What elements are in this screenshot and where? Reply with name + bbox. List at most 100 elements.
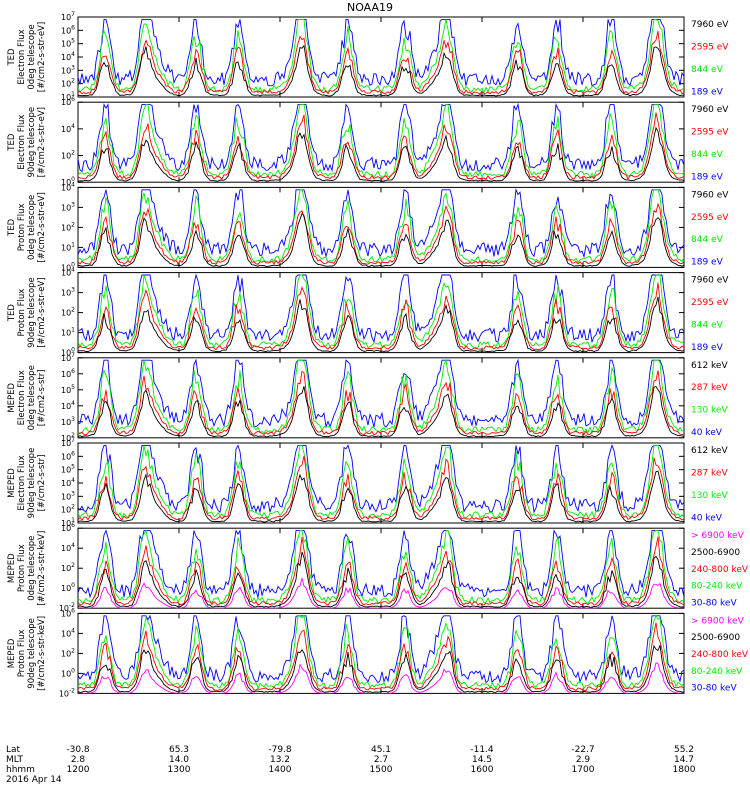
y-tick-label: 104 bbox=[61, 627, 75, 638]
legend-entry: 80-240 keV bbox=[691, 582, 743, 592]
panel-frame bbox=[77, 442, 685, 524]
plot-title: NOAA19 bbox=[347, 1, 393, 14]
plot-date: 2016 Apr 14 bbox=[6, 775, 62, 785]
legend-entry: 2595 eV bbox=[691, 298, 729, 308]
legend-entry: 612 keV bbox=[691, 446, 728, 456]
legend-entry: > 6900 keV bbox=[691, 531, 745, 541]
series-line-green bbox=[78, 529, 684, 605]
legend-entry: 287 keV bbox=[691, 468, 728, 478]
y-tick-label: 107 bbox=[61, 437, 75, 448]
y-tick-label: 102 bbox=[61, 647, 75, 658]
y-axis-label: TEDElectron Flux0deg telescope[#/cm2-s-s… bbox=[7, 22, 47, 92]
series-line-red bbox=[78, 536, 684, 606]
panel-6: 101 102 103 104 105 106 107 MEPEDElectron Flux9… bbox=[7, 437, 728, 528]
y-tick-label: 100 bbox=[61, 261, 75, 272]
panels: 101 102 103 104 105 106 107 TEDElectron Flux0de… bbox=[7, 11, 749, 698]
legend-entry: 7960 eV bbox=[691, 190, 729, 200]
y-axis-label: TEDProton Flux0deg telescope[#/cm2-s-str… bbox=[7, 192, 47, 262]
y-tick-label: 106 bbox=[61, 96, 75, 107]
series-line-blue bbox=[78, 102, 684, 173]
orbit-value-lat: 55.2 bbox=[674, 745, 694, 755]
y-tick-label: 102 bbox=[61, 78, 75, 89]
series-line-green bbox=[78, 104, 684, 179]
y-tick-label: 100 bbox=[61, 667, 75, 678]
orbit-value-mlt: 2.8 bbox=[71, 755, 86, 765]
y-tick-label: 104 bbox=[61, 123, 75, 134]
series-line-black bbox=[78, 551, 684, 608]
series-traces bbox=[78, 188, 684, 267]
legend-entry: 2500-6900 bbox=[691, 633, 740, 643]
y-tick-label: 102 bbox=[61, 432, 75, 443]
legend-entry: 40 keV bbox=[691, 428, 723, 438]
orbit-value-mlt: 14.7 bbox=[674, 755, 694, 765]
y-axis-label: MEPEDElectron Flux0deg telescope[#/cm2-s… bbox=[7, 365, 47, 430]
orbit-value-hhmm: 1700 bbox=[572, 765, 595, 775]
series-line-magenta bbox=[78, 662, 684, 694]
orbit-value-lat: 45.1 bbox=[371, 745, 391, 755]
legend-entry: 30-80 keV bbox=[691, 684, 737, 694]
orbit-row-label: Lat bbox=[6, 745, 21, 755]
series-line-green bbox=[78, 444, 684, 519]
series-line-blue bbox=[78, 273, 684, 344]
legend-entry: > 6900 keV bbox=[691, 616, 745, 626]
series-line-blue bbox=[78, 444, 684, 514]
legend-entry: 7960 eV bbox=[691, 105, 729, 115]
panel-frame bbox=[77, 272, 685, 354]
series-line-blue bbox=[78, 529, 684, 599]
series-line-red bbox=[78, 622, 684, 691]
orbit-value-hhmm: 1500 bbox=[370, 765, 393, 775]
legend-entry: 130 keV bbox=[691, 406, 728, 416]
y-tick-label: 103 bbox=[61, 64, 75, 75]
legend-entry: 844 eV bbox=[691, 235, 724, 245]
panel-7: 10-2 100 102 104 106 MEPEDProton Flux0deg tel… bbox=[7, 522, 749, 613]
legend-entry: 130 keV bbox=[691, 491, 728, 501]
legend-entry: 287 keV bbox=[691, 383, 728, 393]
y-tick-label: 100 bbox=[61, 347, 75, 358]
panel-8: 10-2 100 102 104 106 MEPEDProton Flux90deg te… bbox=[7, 607, 749, 698]
series-line-red bbox=[78, 30, 684, 95]
y-tick-label: 102 bbox=[61, 307, 75, 318]
series-traces bbox=[78, 102, 684, 182]
y-axis-label: MEPEDElectron Flux90deg telescope[#/cm2-… bbox=[7, 448, 47, 519]
orbit-value-lat: -11.4 bbox=[470, 745, 494, 755]
series-line-blue bbox=[78, 358, 684, 429]
y-tick-label: 10-2 bbox=[59, 687, 75, 698]
series-line-green bbox=[78, 274, 684, 349]
legend-entry: 2595 eV bbox=[691, 42, 729, 52]
y-tick-label: 106 bbox=[61, 450, 75, 461]
y-tick-label: 103 bbox=[61, 287, 75, 298]
series-line-red bbox=[78, 455, 684, 521]
y-tick-label: 10-2 bbox=[59, 602, 75, 613]
y-tick-label: 105 bbox=[61, 38, 75, 49]
orbit-value-lat: -79.8 bbox=[268, 745, 292, 755]
y-tick-label: 103 bbox=[61, 416, 75, 427]
panel-frame bbox=[77, 612, 685, 694]
series-line-green bbox=[78, 614, 684, 690]
legend-entry: 2595 eV bbox=[691, 128, 729, 138]
y-tick-label: 106 bbox=[61, 607, 75, 618]
panel-5: 102 103 104 105 106 107 MEPEDElectron Flux0deg… bbox=[7, 352, 728, 443]
orbit-value-mlt: 13.2 bbox=[270, 755, 290, 765]
y-tick-label: 106 bbox=[61, 24, 75, 35]
series-line-red bbox=[78, 370, 684, 436]
legend-entry: 40 keV bbox=[691, 513, 723, 523]
series-traces bbox=[78, 273, 684, 353]
y-tick-label: 104 bbox=[61, 267, 75, 278]
legend-entry: 189 eV bbox=[691, 343, 724, 353]
orbit-value-mlt: 2.9 bbox=[576, 755, 591, 765]
y-axis-label: MEPEDProton Flux90deg telescope[#/cm2-s-… bbox=[7, 616, 47, 691]
orbit-row-label: MLT bbox=[6, 755, 24, 765]
legend-entry: 612 keV bbox=[691, 361, 728, 371]
series-line-black bbox=[78, 126, 684, 182]
y-tick-label: 106 bbox=[61, 522, 75, 533]
series-line-blue bbox=[78, 18, 684, 87]
series-line-black bbox=[78, 644, 684, 693]
panel-3: 100 101 102 103 104 TEDProton Flux0deg telesc… bbox=[7, 181, 729, 272]
y-axis-label: TEDProton Flux90deg telescope[#/cm2-s-st… bbox=[7, 277, 47, 348]
legend-entry: 844 eV bbox=[691, 150, 724, 160]
y-tick-label: 102 bbox=[61, 504, 75, 515]
series-line-black bbox=[78, 296, 684, 353]
series-traces bbox=[78, 18, 684, 97]
series-traces bbox=[78, 444, 684, 523]
